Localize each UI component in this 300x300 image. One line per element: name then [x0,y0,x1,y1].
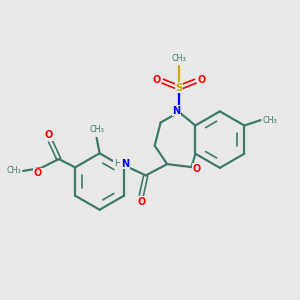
Text: O: O [34,168,42,178]
Text: O: O [137,196,146,207]
Text: O: O [45,130,53,140]
Text: CH₃: CH₃ [89,125,104,134]
Text: S: S [175,83,183,93]
Text: CH₃: CH₃ [263,116,278,124]
Text: O: O [193,164,201,174]
Text: H: H [114,159,121,168]
Text: N: N [121,158,129,169]
Text: CH₃: CH₃ [172,53,186,62]
Text: CH₃: CH₃ [6,167,21,176]
Text: O: O [152,75,160,85]
Text: O: O [198,75,206,85]
Text: N: N [172,106,180,116]
